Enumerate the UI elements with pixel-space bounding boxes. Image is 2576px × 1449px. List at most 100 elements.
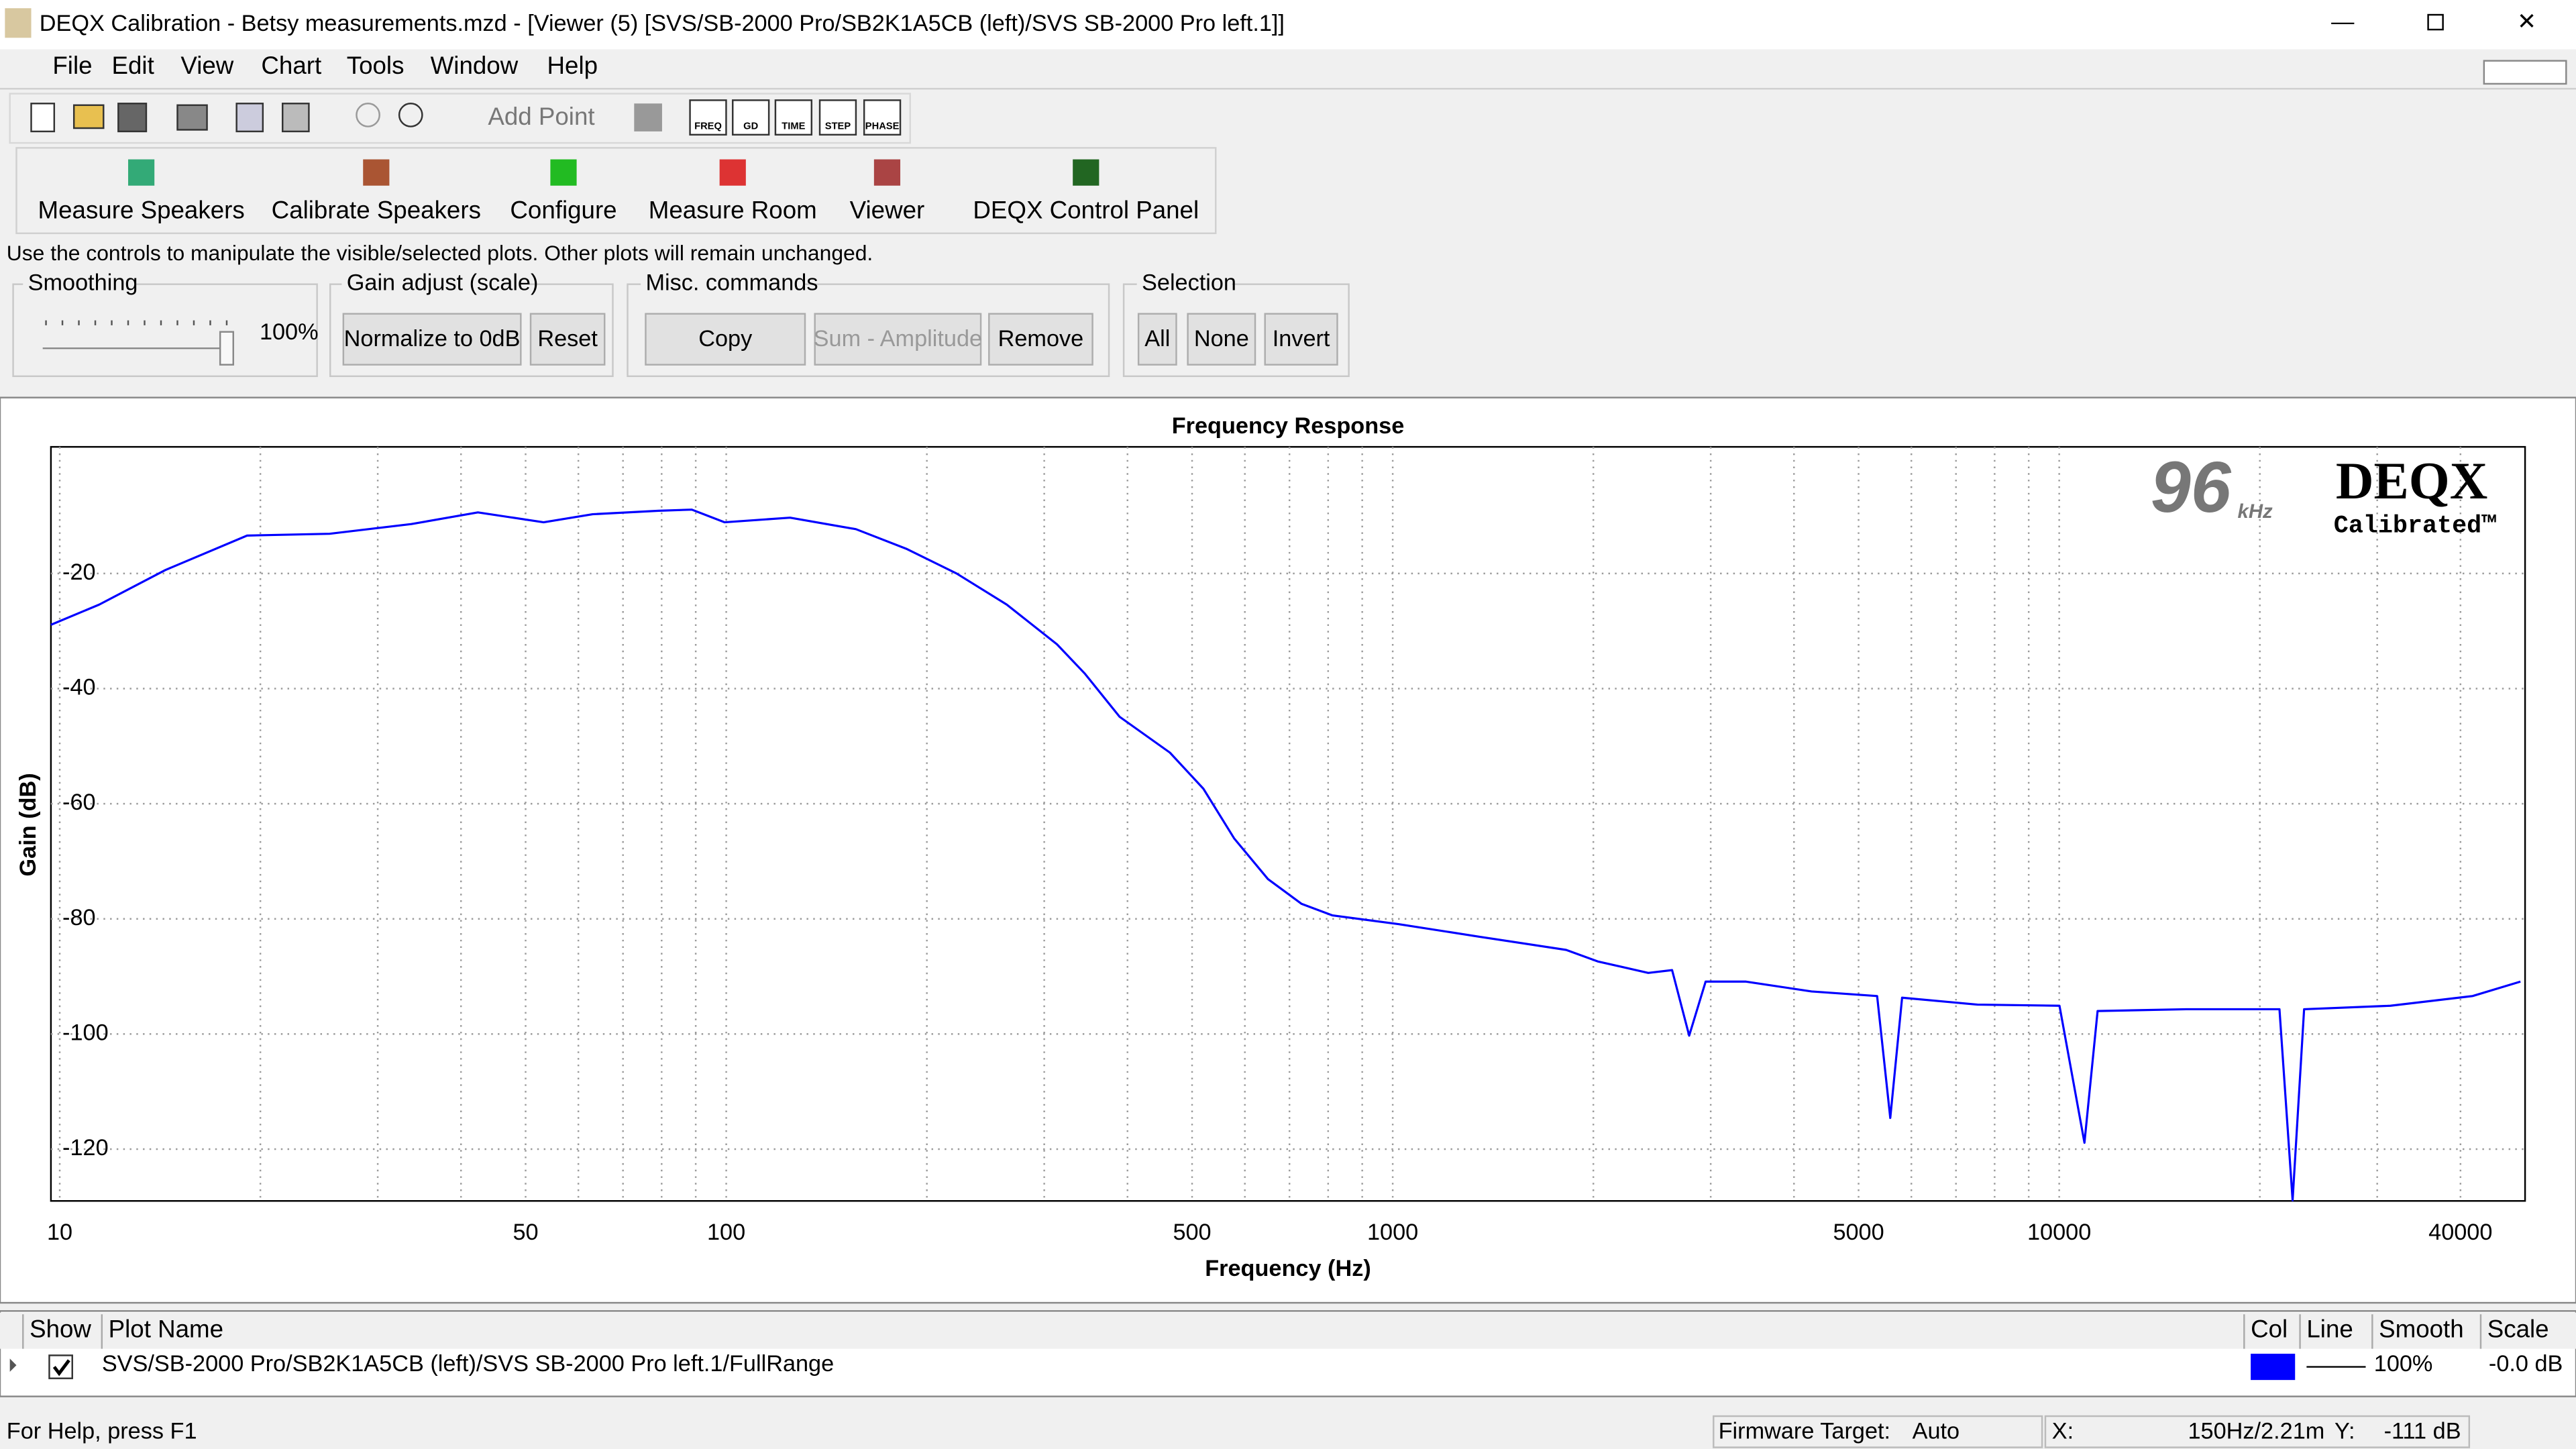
main-button[interactable]: Viewer — [850, 197, 925, 224]
menu-item[interactable]: Chart — [261, 52, 321, 79]
button-label: Invert — [1273, 326, 1330, 352]
firmware-value: Auto — [1913, 1419, 1960, 1444]
column-header: Line — [2306, 1315, 2353, 1342]
x-axis-label: Frequency (Hz) — [1205, 1256, 1371, 1281]
title-bar — [0, 0, 2576, 50]
view-label: FREQ — [694, 121, 722, 131]
color-swatch — [2251, 1353, 2296, 1381]
column-header: Plot Name — [109, 1315, 223, 1342]
main-button[interactable]: Measure Room — [649, 197, 817, 224]
x-tick-label: 5000 — [1833, 1220, 1884, 1245]
column-header: Show — [30, 1315, 91, 1342]
menu-item[interactable]: View — [180, 52, 233, 79]
add-point[interactable]: Add Point — [488, 103, 594, 130]
button-label: Normalize to 0dB — [344, 326, 521, 352]
plot-name: SVS/SB-2000 Pro/SB2K1A5CB (left)/SVS SB-… — [102, 1351, 834, 1377]
y-tick-label: -60 — [62, 790, 96, 815]
x-tick-label: 1000 — [1367, 1220, 1418, 1245]
maximize[interactable] — [2427, 13, 2444, 31]
menu-item[interactable]: File — [52, 52, 92, 79]
y-tick-label: -40 — [62, 675, 96, 700]
button-icon — [719, 159, 746, 186]
main-button[interactable]: DEQX Control Panel — [973, 197, 1199, 224]
logo-rate: 96 — [2151, 446, 2232, 527]
main-button[interactable]: Configure — [510, 197, 616, 224]
smoothing-group — [12, 283, 318, 378]
show-checkbox[interactable] — [48, 1354, 73, 1379]
x-value: 150Hz/2.21m — [2188, 1419, 2324, 1444]
menu-item[interactable]: Help — [547, 52, 598, 79]
button[interactable] — [342, 313, 522, 366]
button-icon — [363, 159, 390, 186]
mdi-controls[interactable] — [2483, 60, 2567, 85]
y-tick-label: -20 — [62, 559, 96, 585]
button[interactable] — [529, 313, 606, 366]
button-label: All — [1144, 326, 1170, 352]
button-label: Sum - Amplitude — [814, 326, 982, 352]
group-label: Selection — [1142, 270, 1236, 296]
view-label: STEP — [825, 121, 851, 131]
button-label: None — [1194, 326, 1249, 352]
x-tick-label: 10000 — [2027, 1220, 2091, 1245]
x-tick-label: 50 — [513, 1220, 538, 1245]
x-label: X: — [2052, 1419, 2074, 1444]
y-value: -111 dB — [2384, 1419, 2461, 1444]
x-tick-label: 40000 — [2428, 1220, 2492, 1245]
button[interactable] — [645, 313, 806, 366]
button[interactable] — [988, 313, 1093, 366]
view-button[interactable] — [732, 99, 770, 136]
selection-group — [1122, 283, 1350, 378]
slider-thumb[interactable] — [219, 331, 234, 366]
menu-item[interactable]: Edit — [112, 52, 154, 79]
minimize[interactable]: — — [2331, 9, 2355, 34]
firmware-label: Firmware Target: — [1719, 1419, 1890, 1444]
view-button[interactable] — [818, 99, 857, 136]
menu-item[interactable]: Tools — [347, 52, 405, 79]
button[interactable] — [814, 313, 982, 366]
button-icon — [1073, 159, 1099, 186]
column-header: Scale — [2487, 1315, 2549, 1342]
button-label: Reset — [537, 326, 598, 352]
main-button[interactable]: Calibrate Speakers — [272, 197, 481, 224]
button-icon — [550, 159, 577, 186]
view-button[interactable] — [689, 99, 727, 136]
smoothing-value: 100% — [260, 319, 319, 345]
chart-title: Frequency Response — [1172, 413, 1405, 439]
view-label: TIME — [782, 121, 805, 131]
y-axis-label: Gain (dB) — [15, 773, 41, 876]
main-toolbar — [15, 147, 1217, 234]
window-title: DEQX Calibration - Betsy measurements.mz… — [40, 11, 1285, 36]
response-line — [50, 508, 2521, 1201]
close[interactable]: ✕ — [2517, 9, 2536, 34]
button-label: Remove — [998, 326, 1084, 352]
button-icon — [128, 159, 155, 186]
app-icon — [5, 8, 32, 38]
button[interactable] — [1264, 313, 1338, 366]
view-button[interactable] — [863, 99, 902, 136]
column-header: Col — [2251, 1315, 2288, 1342]
menu-bar — [0, 49, 2576, 86]
view-button[interactable] — [774, 99, 813, 136]
group-label: Gain adjust (scale) — [347, 270, 539, 296]
y-tick-label: -100 — [62, 1020, 109, 1045]
scale-value: -0.0 dB — [2489, 1351, 2563, 1377]
y-tick-label: -80 — [62, 905, 96, 930]
status-help: For Help, press F1 — [7, 1419, 197, 1444]
view-label: PHASE — [865, 121, 900, 131]
hint: Use the controls to manipulate the visib… — [7, 241, 873, 265]
group-label: Smoothing — [28, 270, 138, 296]
button-label: Copy — [698, 326, 753, 352]
menu-item[interactable]: Window — [431, 52, 519, 79]
table-header — [0, 1312, 2576, 1349]
button[interactable] — [1187, 313, 1256, 366]
main-button[interactable]: Measure Speakers — [38, 197, 245, 224]
x-tick-label: 500 — [1173, 1220, 1211, 1245]
button[interactable] — [1137, 313, 1177, 366]
plot-area — [50, 445, 2526, 1202]
x-tick-label: 100 — [707, 1220, 745, 1245]
view-label: GD — [743, 121, 758, 131]
button-icon — [873, 159, 901, 186]
y-label: Y: — [2334, 1419, 2355, 1444]
